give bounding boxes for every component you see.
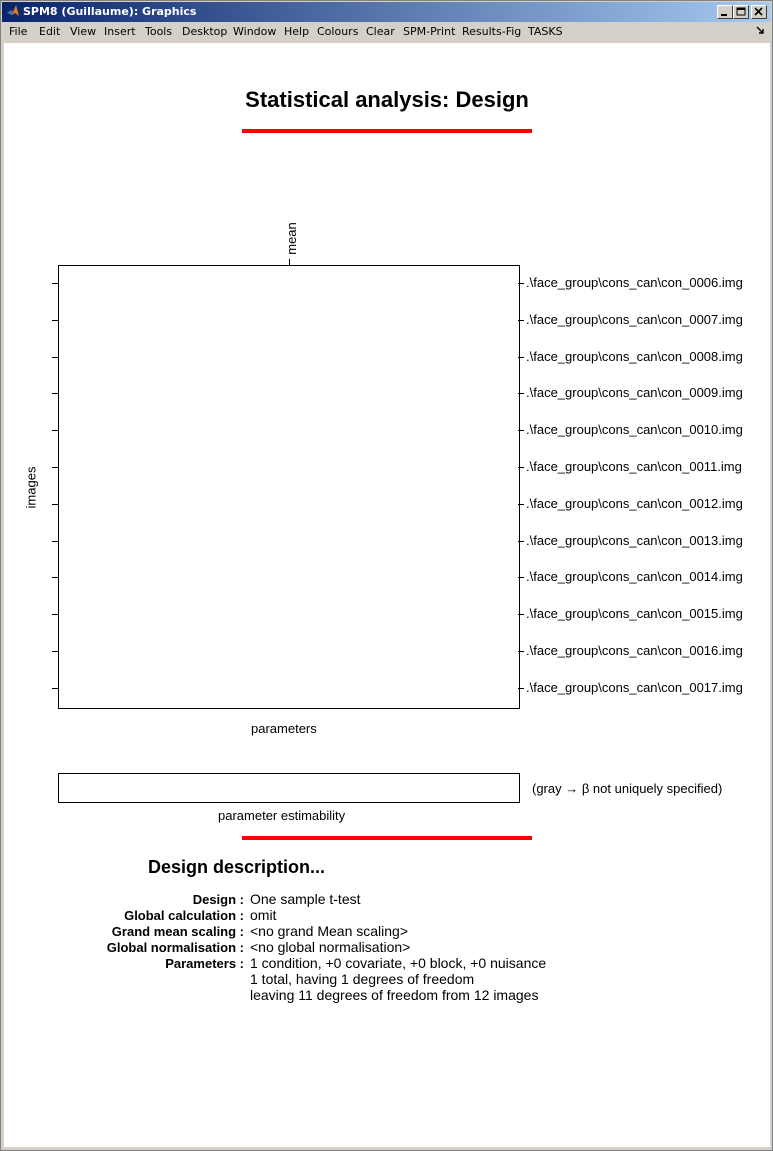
menu-item-tasks[interactable]: TASKS xyxy=(528,25,563,38)
window-title: SPM8 (Guillaume): Graphics xyxy=(23,5,197,18)
column-label-mean: mean xyxy=(283,222,299,255)
image-label: .\face_group\cons_can\con_0010.img xyxy=(526,422,743,437)
menu-item-colours[interactable]: Colours xyxy=(317,25,359,38)
y-axis-label: images xyxy=(23,466,39,509)
menu-item-desktop[interactable]: Desktop xyxy=(182,25,228,38)
row-tick-right xyxy=(518,357,524,358)
menu-item-view[interactable]: View xyxy=(70,25,97,38)
menu-item-results-fig[interactable]: Results-Fig xyxy=(462,25,522,38)
estimability-note: (gray → β not uniquely specified) xyxy=(532,781,723,796)
menu-item-help[interactable]: Help xyxy=(284,25,310,38)
figure-title: Statistical analysis: Design xyxy=(245,87,529,112)
menu-item-edit[interactable]: Edit xyxy=(39,25,61,38)
description-value: One sample t-test xyxy=(250,891,361,907)
design-description-title: Design description... xyxy=(148,857,326,877)
image-label: .\face_group\cons_can\con_0008.img xyxy=(526,349,743,364)
description-value: 1 condition, +0 covariate, +0 block, +0 … xyxy=(250,955,547,971)
minimize-button[interactable] xyxy=(717,5,733,19)
row-tick-right xyxy=(518,541,524,542)
row-tick-left xyxy=(52,467,58,468)
x-axis-label: parameters xyxy=(251,721,317,736)
row-tick-right xyxy=(518,467,524,468)
row-tick-left xyxy=(52,504,58,505)
close-button[interactable] xyxy=(751,5,767,19)
image-label: .\face_group\cons_can\con_0009.img xyxy=(526,385,743,400)
image-label: .\face_group\cons_can\con_0011.img xyxy=(526,459,742,474)
menu-item-file[interactable]: File xyxy=(9,25,28,38)
description-value: leaving 11 degrees of freedom from 12 im… xyxy=(250,987,539,1003)
image-label: .\face_group\cons_can\con_0007.img xyxy=(526,312,743,327)
row-tick-right xyxy=(518,430,524,431)
column-tick xyxy=(289,259,290,265)
estimability-label: parameter estimability xyxy=(218,808,346,823)
image-label: .\face_group\cons_can\con_0006.img xyxy=(526,275,743,290)
title-bar[interactable]: SPM8 (Guillaume): Graphics xyxy=(2,2,771,22)
estimability-bar xyxy=(58,773,520,803)
figure-canvas: Statistical analysis: Design mean .\face… xyxy=(4,43,770,1147)
menu-item-tools[interactable]: Tools xyxy=(145,25,173,38)
row-tick-left xyxy=(52,283,58,284)
menu-item-insert[interactable]: Insert xyxy=(104,25,136,38)
image-label: .\face_group\cons_can\con_0015.img xyxy=(526,606,743,621)
menu-item-spm-print[interactable]: SPM-Print xyxy=(403,25,456,38)
row-tick-left xyxy=(52,651,58,652)
menu-bar: File Edit View Insert Tools Desktop Window Help… xyxy=(2,22,771,41)
image-label: .\face_group\cons_can\con_0017.img xyxy=(526,680,743,695)
description-value: omit xyxy=(250,907,277,923)
menu-item-clear[interactable]: Clear xyxy=(366,25,395,38)
row-tick-left xyxy=(52,393,58,394)
row-tick-right xyxy=(518,320,524,321)
image-label: .\face_group\cons_can\con_0014.img xyxy=(526,569,743,584)
row-tick-left xyxy=(52,577,58,578)
row-tick-right xyxy=(518,393,524,394)
image-label: .\face_group\cons_can\con_0016.img xyxy=(526,643,743,658)
section-divider xyxy=(242,836,532,840)
description-label: Global normalisation : xyxy=(106,940,244,955)
row-tick-right xyxy=(518,504,524,505)
maximize-button[interactable] xyxy=(733,5,749,19)
description-label: Grand mean scaling : xyxy=(111,924,244,939)
row-tick-right xyxy=(518,283,524,284)
description-label: Parameters : xyxy=(165,956,244,971)
row-tick-left xyxy=(52,320,58,321)
row-tick-left xyxy=(52,430,58,431)
description-value: <no grand Mean scaling> xyxy=(250,923,408,939)
row-tick-right xyxy=(518,614,524,615)
description-label: Design : xyxy=(192,892,244,907)
row-tick-left xyxy=(52,357,58,358)
matlab-logo-icon xyxy=(7,5,19,16)
design-matrix xyxy=(58,265,520,709)
row-tick-right xyxy=(518,688,524,689)
maximize-icon xyxy=(736,7,746,16)
minimize-icon xyxy=(721,14,727,16)
row-tick-left xyxy=(52,614,58,615)
image-label: .\face_group\cons_can\con_0013.img xyxy=(526,533,743,548)
image-label: .\face_group\cons_can\con_0012.img xyxy=(526,496,743,511)
menu-item-window[interactable]: Window xyxy=(233,25,277,38)
row-tick-left xyxy=(52,688,58,689)
title-underline xyxy=(242,129,532,133)
row-tick-right xyxy=(518,577,524,578)
column-label-wrap: mean xyxy=(281,219,301,259)
row-tick-right xyxy=(518,651,524,652)
row-tick-left xyxy=(52,541,58,542)
description-value: <no global normalisation> xyxy=(250,939,411,955)
description-value: 1 total, having 1 degrees of freedom xyxy=(250,971,475,987)
close-icon xyxy=(754,7,763,16)
dock-arrow-icon[interactable] xyxy=(756,26,765,35)
description-label: Global calculation : xyxy=(124,908,244,923)
